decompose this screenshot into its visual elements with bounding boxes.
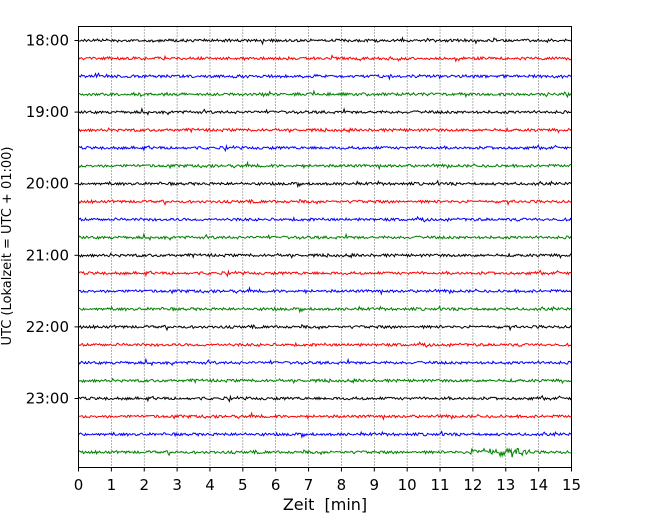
x-tick-label: 0 (74, 476, 84, 494)
seismogram-trace (78, 179, 572, 189)
x-tick-label: 15 (562, 476, 581, 494)
seismogram-trace (78, 252, 572, 259)
seismogram-trace (78, 89, 572, 99)
seismogram-trace (78, 377, 572, 385)
x-tick-label: 3 (172, 476, 182, 494)
y-tick-label: 18:00 (26, 32, 69, 50)
x-tick-label: 13 (496, 476, 515, 494)
seismogram-trace (78, 54, 572, 63)
seismogram-trace (78, 215, 572, 223)
seismogram-trace (78, 285, 572, 296)
seismogram-trace (78, 106, 572, 116)
x-tick-label: 7 (304, 476, 314, 494)
y-axis-label: UTC (Lokalzeit = UTC + 01:00) (0, 147, 15, 346)
x-tick-label: 6 (271, 476, 281, 494)
x-tick-label: 1 (107, 476, 117, 494)
seismogram-trace (78, 341, 572, 348)
x-tick-label: 2 (139, 476, 149, 494)
x-axis-ticks: 0 1 2 3 4 5 6 7 8 9 10 11 12 13 14 15 (74, 467, 581, 494)
x-tick-label: 14 (529, 476, 548, 494)
seismogram-trace (78, 394, 572, 403)
y-axis-ticks: 18:00 19:00 20:00 21:00 22:00 23:00 (26, 32, 79, 408)
seismogram-trace (78, 232, 572, 242)
y-tick-label: 22:00 (26, 318, 69, 336)
y-tick-label: 21:00 (26, 246, 69, 264)
seismogram-trace (78, 143, 572, 153)
seismogram-trace (78, 72, 572, 81)
seismogram-trace (78, 430, 572, 439)
seismogram-trace (78, 324, 572, 332)
seismogram-trace (78, 447, 572, 458)
seismogram-trace (78, 127, 572, 134)
x-axis-label: Zeit [min] (283, 495, 367, 514)
x-tick-label: 12 (463, 476, 482, 494)
y-tick-label: 19:00 (26, 103, 69, 121)
seismogram-trace (78, 411, 572, 421)
plot-frame (78, 26, 572, 468)
y-tick-label: 20:00 (26, 175, 69, 193)
seismogram-traces (78, 36, 572, 458)
y-tick-label: 23:00 (26, 390, 69, 408)
seismogram-trace (78, 269, 572, 278)
seismogram-trace (78, 198, 572, 207)
x-tick-label: 5 (238, 476, 248, 494)
x-tick-label: 8 (337, 476, 347, 494)
x-tick-label: 10 (398, 476, 417, 494)
seismogram-trace (78, 357, 572, 367)
seismogram-trace (78, 36, 572, 46)
x-tick-label: 9 (370, 476, 380, 494)
x-tick-label: 4 (205, 476, 215, 494)
x-tick-label: 11 (430, 476, 449, 494)
seismogram-trace (78, 160, 572, 171)
seismogram-trace (78, 304, 572, 314)
